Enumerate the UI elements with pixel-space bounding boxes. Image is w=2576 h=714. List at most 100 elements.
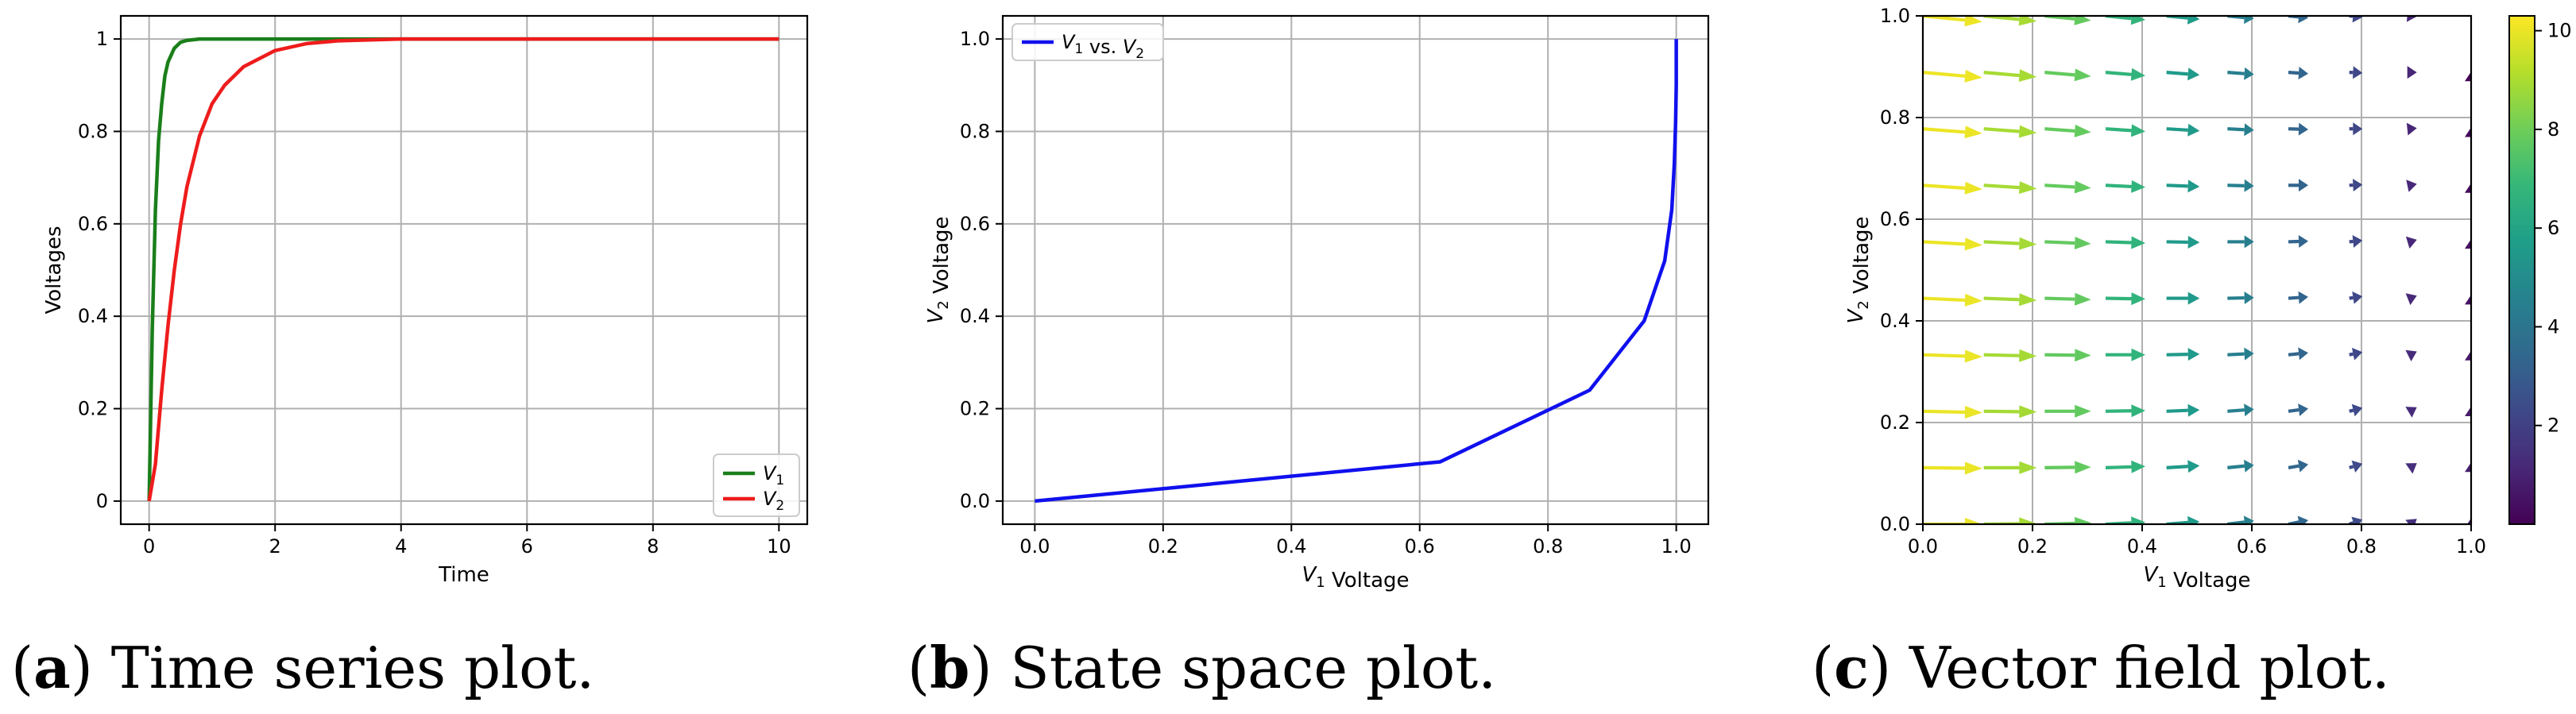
quiver-head	[1964, 181, 1982, 195]
quiver-head	[2351, 516, 2363, 524]
quiver-shaft	[2166, 71, 2188, 76]
quiver-head	[2298, 347, 2308, 361]
y-tick-label: 0.8	[960, 120, 990, 142]
quiver-arrow	[2044, 349, 2091, 362]
quiver-head	[2465, 239, 2471, 249]
quiver-shaft	[2227, 464, 2245, 469]
x-axis-label: Time	[438, 563, 489, 587]
y-tick-label: 0.4	[1880, 310, 1910, 332]
quiver-shaft	[2044, 71, 2075, 77]
y-tick-label: 0.4	[78, 305, 108, 327]
quiver-head	[2074, 237, 2091, 249]
quiver-shaft	[2349, 465, 2354, 469]
quiver-arrow	[2405, 293, 2417, 306]
quiver-arrow	[2227, 459, 2254, 473]
quiver-head	[2244, 347, 2254, 361]
quiver-arrow	[2405, 463, 2417, 474]
quiver-arrow	[2166, 68, 2200, 81]
quiver-head	[2406, 122, 2417, 136]
x-tick-label: 0.2	[1148, 535, 1178, 558]
quiver-head	[2075, 516, 2091, 524]
y-tick-label: 0.2	[78, 398, 108, 420]
quiver-arrow	[2349, 291, 2363, 304]
quiver-shaft	[1983, 409, 2020, 414]
quiver-head	[2244, 403, 2254, 417]
quiver-head	[2075, 461, 2091, 474]
quiver-arrow	[2288, 459, 2308, 473]
caption-c: (c) Vector field plot.	[1812, 634, 2390, 701]
quiver-shaft	[2105, 183, 2132, 189]
colorbar-gradient	[2508, 15, 2535, 525]
quiver-head	[2352, 291, 2363, 304]
quiver-head	[2465, 71, 2471, 82]
axes-frame	[119, 14, 809, 526]
quiver-arrow	[2288, 235, 2308, 248]
quiver-shaft	[2288, 295, 2299, 300]
quiver-head	[2352, 347, 2363, 361]
quiver-arrow	[1983, 349, 2037, 362]
quiver-head	[2298, 235, 2308, 248]
quiver-arrow	[2227, 403, 2254, 417]
quiver-arrow	[2044, 404, 2091, 418]
x-axis-label: V1 Voltage	[1302, 563, 1409, 592]
quiver-arrow	[2288, 403, 2308, 416]
quiver-arrow	[2166, 16, 2200, 25]
quiver-head	[2299, 179, 2308, 192]
caption-b: (b) State space plot.	[907, 634, 1497, 701]
y-tick-label: 0.0	[960, 490, 990, 512]
quiver-arrow	[2044, 68, 2091, 82]
quiver-shaft	[2227, 71, 2245, 75]
quiver-arrow	[2405, 519, 2417, 524]
quiver-arrow	[2349, 66, 2363, 79]
quiver-arrow	[2227, 347, 2254, 361]
y-axis-label: V2 Voltage	[924, 216, 953, 323]
y-tick-label: 0.8	[1880, 106, 1910, 129]
quiver-arrow	[2405, 407, 2417, 418]
quiver-arrow	[2105, 404, 2145, 418]
quiver-head	[2243, 515, 2254, 524]
quiver-arrow	[2044, 237, 2091, 249]
quiver-shaft	[2044, 353, 2075, 357]
x-tick-label: 2	[269, 535, 281, 558]
quiver-head	[2244, 179, 2254, 192]
quiver-head	[2074, 124, 2091, 137]
quiver-arrow	[2406, 179, 2417, 192]
y-tick-label: 0	[96, 490, 108, 512]
quiver-head	[2297, 515, 2308, 524]
quiver-head	[2187, 348, 2200, 361]
quiver-shaft	[1983, 296, 2020, 302]
quiver-head	[2405, 407, 2417, 418]
quiver-arrow	[2227, 515, 2254, 524]
quiver-head	[1964, 349, 1982, 363]
x-tick-label: 0.8	[2346, 535, 2377, 558]
quiver-arrow	[1983, 181, 2037, 195]
colorbar-tick-label: 10	[2547, 20, 2572, 42]
y-tick-label: 0.2	[960, 398, 990, 420]
quiver-head	[2187, 291, 2200, 305]
x-tick-label: 0.0	[1908, 535, 1938, 558]
quiver-arrow	[2166, 515, 2200, 524]
state-space-panel: 0.0 0.2 0.4 0.6 0.8 1.0 0.0 0.2 0.4 0.6 0.8 1.0 V1 V…	[924, 14, 1710, 592]
y-axis-label: V2 Voltage	[1844, 216, 1874, 323]
quiver-head	[1964, 16, 1982, 27]
quiver-shaft	[2166, 127, 2188, 132]
y-tick-label: 0.6	[78, 213, 108, 235]
quiver-head	[2131, 348, 2145, 361]
quiver-shaft	[2044, 465, 2075, 469]
quiver-head	[2131, 516, 2145, 524]
quiver-shaft	[2288, 71, 2299, 75]
quiver-head	[2353, 66, 2363, 79]
quiver-arrow	[2105, 236, 2145, 249]
quiver-arrow	[1923, 237, 1982, 251]
y-tick-label: 0.2	[1880, 411, 1910, 434]
axes-frame	[1001, 14, 1710, 526]
quiver-arrow	[2044, 16, 2091, 25]
quiver-arrow	[2044, 180, 2091, 194]
quiver-head	[2465, 407, 2471, 416]
quiver-head	[2019, 349, 2037, 362]
quiver-shaft	[2227, 183, 2245, 187]
quiver-head	[2405, 463, 2417, 474]
quiver-head	[2465, 183, 2471, 193]
quiver-arrow	[2105, 124, 2145, 137]
